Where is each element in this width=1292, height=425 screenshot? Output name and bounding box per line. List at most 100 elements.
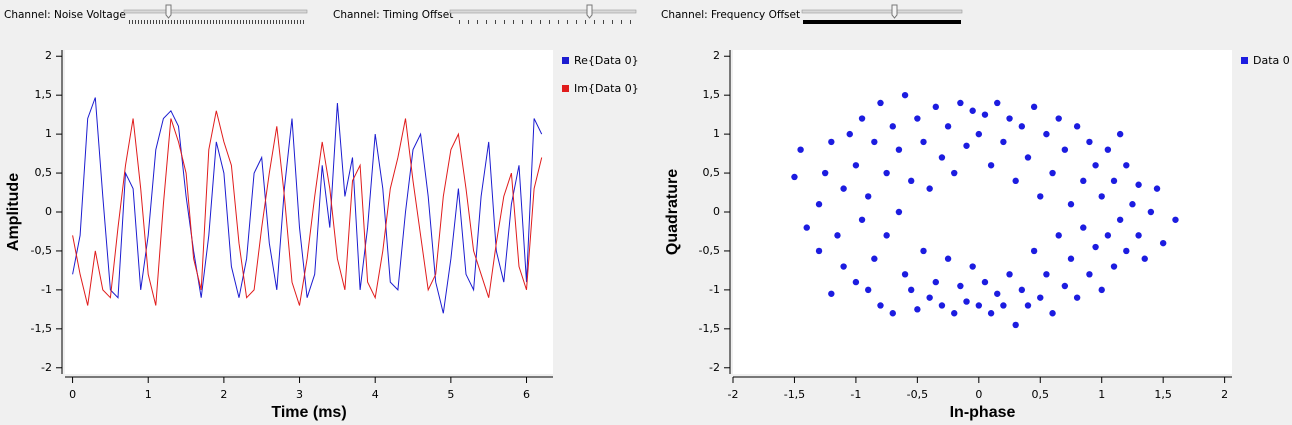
legend-swatch: [562, 57, 569, 64]
scatter-point: [938, 302, 946, 309]
scatter-point: [895, 146, 903, 153]
y-tick-label: 0: [45, 205, 52, 218]
x-axis-title: Time (ms): [271, 404, 346, 421]
scatter-point: [994, 290, 1001, 297]
y-tick-label: 1,5: [703, 88, 721, 101]
y-tick-label: 2: [713, 49, 720, 62]
scatter-point: [1098, 286, 1105, 294]
scatter-point: [883, 232, 890, 239]
scatter-point: [944, 255, 952, 262]
scatter-point: [1092, 162, 1099, 169]
scatter-point: [1012, 321, 1019, 329]
scatter-point: [1067, 201, 1075, 208]
y-tick-label: 0,5: [703, 166, 721, 179]
scatter-point: [1123, 162, 1130, 169]
scatter-point: [1135, 232, 1142, 239]
slider[interactable]: [801, 4, 963, 24]
y-tick-label: 1: [45, 127, 52, 140]
scatter-point: [871, 138, 878, 146]
y-tick-label: 2: [45, 49, 52, 62]
scatter-point: [963, 298, 970, 305]
scatter-point: [981, 111, 989, 118]
scatter-point: [1104, 232, 1112, 239]
scatter-point: [1110, 177, 1118, 185]
scatter-point: [1110, 263, 1118, 270]
scatter-point: [889, 310, 896, 317]
scatter-point: [944, 123, 952, 130]
y-tick-label: 1: [713, 127, 720, 140]
scatter-point: [1080, 177, 1087, 185]
x-tick-label: -2: [728, 388, 739, 401]
y-tick-label: -1: [709, 283, 720, 296]
y-tick-label: -2: [41, 361, 52, 374]
scatter-point: [803, 224, 810, 231]
x-tick-label: 5: [447, 388, 454, 401]
scatter-point: [1037, 294, 1044, 301]
scatter-point: [852, 278, 860, 286]
scatter-point: [1006, 115, 1013, 122]
y-tick-label: -1,5: [31, 322, 52, 335]
y-tick-label: -1,5: [699, 322, 720, 335]
x-tick-label: 1: [1098, 388, 1105, 401]
scatter-point: [951, 310, 958, 317]
scatter-point: [914, 115, 921, 122]
scatter-point: [969, 107, 976, 114]
slider[interactable]: [449, 4, 637, 24]
x-axis-title: In-phase: [950, 404, 1016, 421]
scatter-point: [938, 154, 946, 161]
scatter-point: [828, 290, 835, 297]
scatter-point: [846, 130, 853, 138]
scatter-point: [981, 278, 989, 286]
scatter-point: [821, 169, 829, 177]
scatter-point: [797, 146, 804, 153]
scatter-point: [864, 193, 872, 200]
scatter-point: [987, 162, 995, 169]
x-tick-label: 0,5: [1032, 388, 1050, 401]
scatter-point: [1000, 138, 1007, 146]
slider-label: Channel: Frequency Offset: [661, 9, 800, 21]
x-tick-label: 0: [69, 388, 76, 401]
slider-label: Channel: Timing Offset: [333, 9, 453, 21]
scatter-point: [1129, 201, 1136, 208]
x-tick-label: 6: [523, 388, 530, 401]
scatter-point: [963, 142, 970, 149]
scatter-point: [1049, 310, 1056, 317]
x-tick-label: 2: [220, 388, 227, 401]
slider[interactable]: [123, 4, 308, 24]
scatter-point: [1043, 130, 1050, 138]
scatter-point: [1061, 146, 1069, 153]
x-tick-label: -0,5: [907, 388, 928, 401]
scatter-point: [1037, 193, 1044, 200]
scatter-point: [914, 306, 921, 313]
scatter-point: [957, 99, 964, 107]
scatter-point: [815, 201, 823, 208]
x-tick-label: 1,5: [1154, 388, 1172, 401]
scatter-point: [834, 232, 841, 239]
x-tick-label: 3: [296, 388, 303, 401]
scatter-point: [1073, 294, 1081, 301]
plot-area: [733, 50, 1232, 374]
x-tick-label: 0: [975, 388, 982, 401]
scatter-point: [883, 169, 890, 177]
scatter-point: [1086, 271, 1093, 278]
slider-label: Channel: Noise Voltage: [4, 9, 126, 21]
x-tick-label: 4: [372, 388, 379, 401]
y-axis-title: Quadrature: [664, 169, 681, 255]
scatter-point: [975, 130, 983, 138]
y-tick-label: -2: [709, 361, 720, 374]
scatter-point: [908, 286, 915, 294]
scatter-point: [1030, 247, 1038, 255]
scatter-point: [994, 99, 1001, 107]
scatter-point: [1153, 185, 1161, 192]
scatter-point: [1116, 216, 1124, 223]
scatter-point: [975, 302, 983, 309]
scatter-point: [926, 294, 933, 301]
scatter-point: [877, 302, 884, 309]
plot-area: [65, 50, 553, 374]
scatter-point: [895, 208, 903, 216]
scatter-point: [889, 123, 896, 130]
scatter-point: [1024, 302, 1032, 309]
scatter-point: [852, 162, 860, 169]
scatter-point: [1147, 208, 1155, 216]
scatter-point: [840, 185, 847, 192]
